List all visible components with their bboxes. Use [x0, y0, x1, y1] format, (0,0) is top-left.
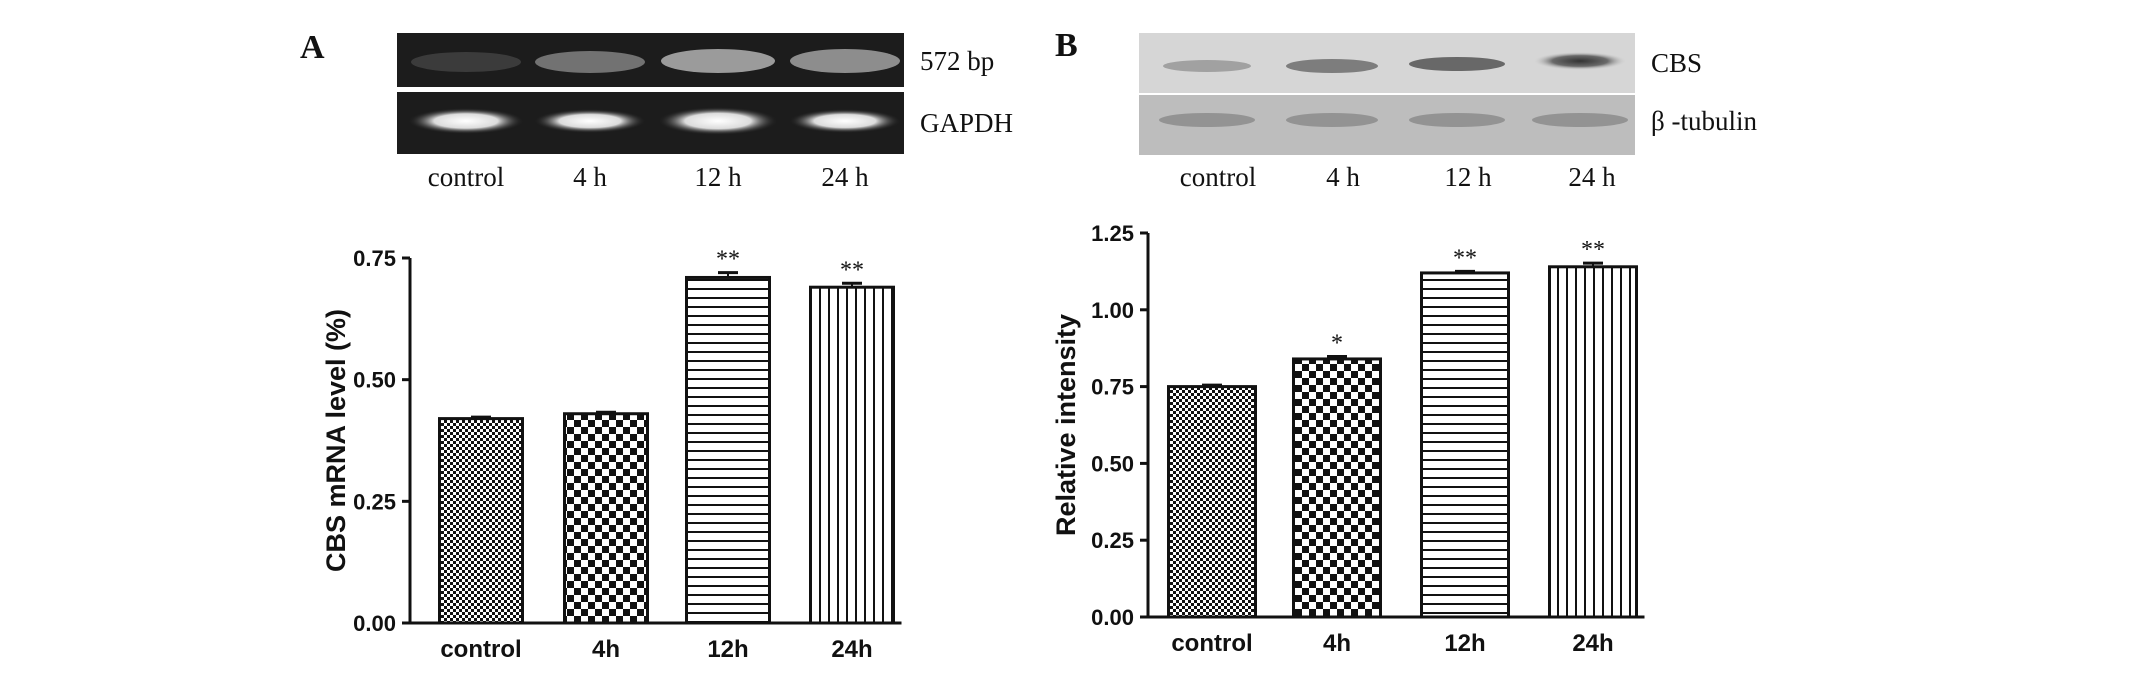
blot-band	[1532, 113, 1628, 127]
chart-a: 0.00 0.25 0.50 0.75 CBS mRNA level (%) contro…	[321, 246, 902, 663]
blot-band	[1163, 60, 1251, 72]
panel-b: B CBS β -tubulin control 4 h 12 h 24 h	[1055, 27, 1757, 192]
lane-label-24h: 24 h	[1568, 162, 1616, 192]
category-label: control	[1171, 630, 1252, 657]
lane-label-24h: 24 h	[821, 162, 869, 192]
category-label: control	[440, 636, 521, 663]
significance-marker: **	[1581, 237, 1605, 263]
bar	[563, 412, 649, 625]
blot-band	[1286, 113, 1378, 127]
y-axis-label: Relative intensity	[1051, 314, 1081, 536]
gel-band	[535, 51, 645, 73]
blot-band	[1534, 52, 1626, 70]
y-tick-label: 0.00	[1091, 605, 1134, 630]
lane-label-control: control	[428, 162, 504, 192]
bar	[1167, 385, 1257, 619]
category-label: 12h	[707, 636, 748, 663]
gel-band	[658, 107, 778, 135]
gel-band	[790, 49, 900, 73]
significance-marker: **	[840, 257, 864, 283]
gel-band	[411, 52, 521, 72]
y-tick-label: 0.50	[1091, 451, 1134, 476]
gel-band	[661, 49, 775, 73]
lane-label-12h: 12 h	[1444, 162, 1492, 192]
lane-label-control: control	[1180, 162, 1256, 192]
bar	[685, 275, 771, 625]
significance-marker: *	[1331, 330, 1343, 356]
bar	[1548, 265, 1638, 619]
blot-band	[1409, 113, 1505, 127]
blot-band	[1409, 57, 1505, 71]
category-label: 12h	[1444, 630, 1485, 657]
panel-a-label: A	[300, 29, 325, 66]
bar	[1292, 357, 1382, 619]
significance-marker: **	[716, 247, 740, 273]
chart-b: 0.00 0.25 0.50 0.75 1.00 1.25 Relative intensi…	[1051, 221, 1645, 657]
y-tick-label: 1.00	[1091, 298, 1134, 323]
blot-band	[1286, 59, 1378, 73]
blot-band	[1159, 113, 1255, 127]
y-tick-label: 0.25	[1091, 528, 1134, 553]
bar	[809, 285, 895, 625]
band-label-tubulin: β -tubulin	[1651, 106, 1757, 136]
y-axis-label: CBS mRNA level (%)	[321, 309, 351, 572]
band-label-cbs: CBS	[1651, 48, 1702, 78]
y-tick-label: 0.75	[353, 246, 396, 271]
y-tick-label: 0.00	[353, 611, 396, 636]
gel-band	[789, 109, 901, 133]
band-label-gapdh: GAPDH	[920, 108, 1013, 138]
lane-label-4h: 4 h	[1326, 162, 1360, 192]
bar	[1420, 271, 1510, 619]
y-tick-label: 1.25	[1091, 221, 1134, 246]
gel-band	[534, 109, 646, 133]
lane-label-12h: 12 h	[694, 162, 742, 192]
bar	[438, 417, 524, 625]
panel-b-label: B	[1055, 27, 1078, 64]
y-tick-label: 0.25	[353, 489, 396, 514]
category-label: 4h	[592, 636, 620, 663]
gel-band	[408, 108, 524, 134]
panel-b-western	[1139, 33, 1635, 155]
category-label: 24h	[1572, 630, 1613, 657]
significance-marker: **	[1453, 245, 1477, 271]
panel-a-gel	[397, 33, 904, 154]
y-tick-label: 0.50	[353, 368, 396, 393]
lane-label-4h: 4 h	[573, 162, 607, 192]
panel-a: A 572 bp GAPDH control 4 h 12 h 24 h	[300, 29, 1013, 192]
category-label: 4h	[1323, 630, 1351, 657]
y-tick-label: 0.75	[1091, 375, 1134, 400]
band-label-572bp: 572 bp	[920, 46, 994, 76]
category-label: 24h	[831, 636, 872, 663]
